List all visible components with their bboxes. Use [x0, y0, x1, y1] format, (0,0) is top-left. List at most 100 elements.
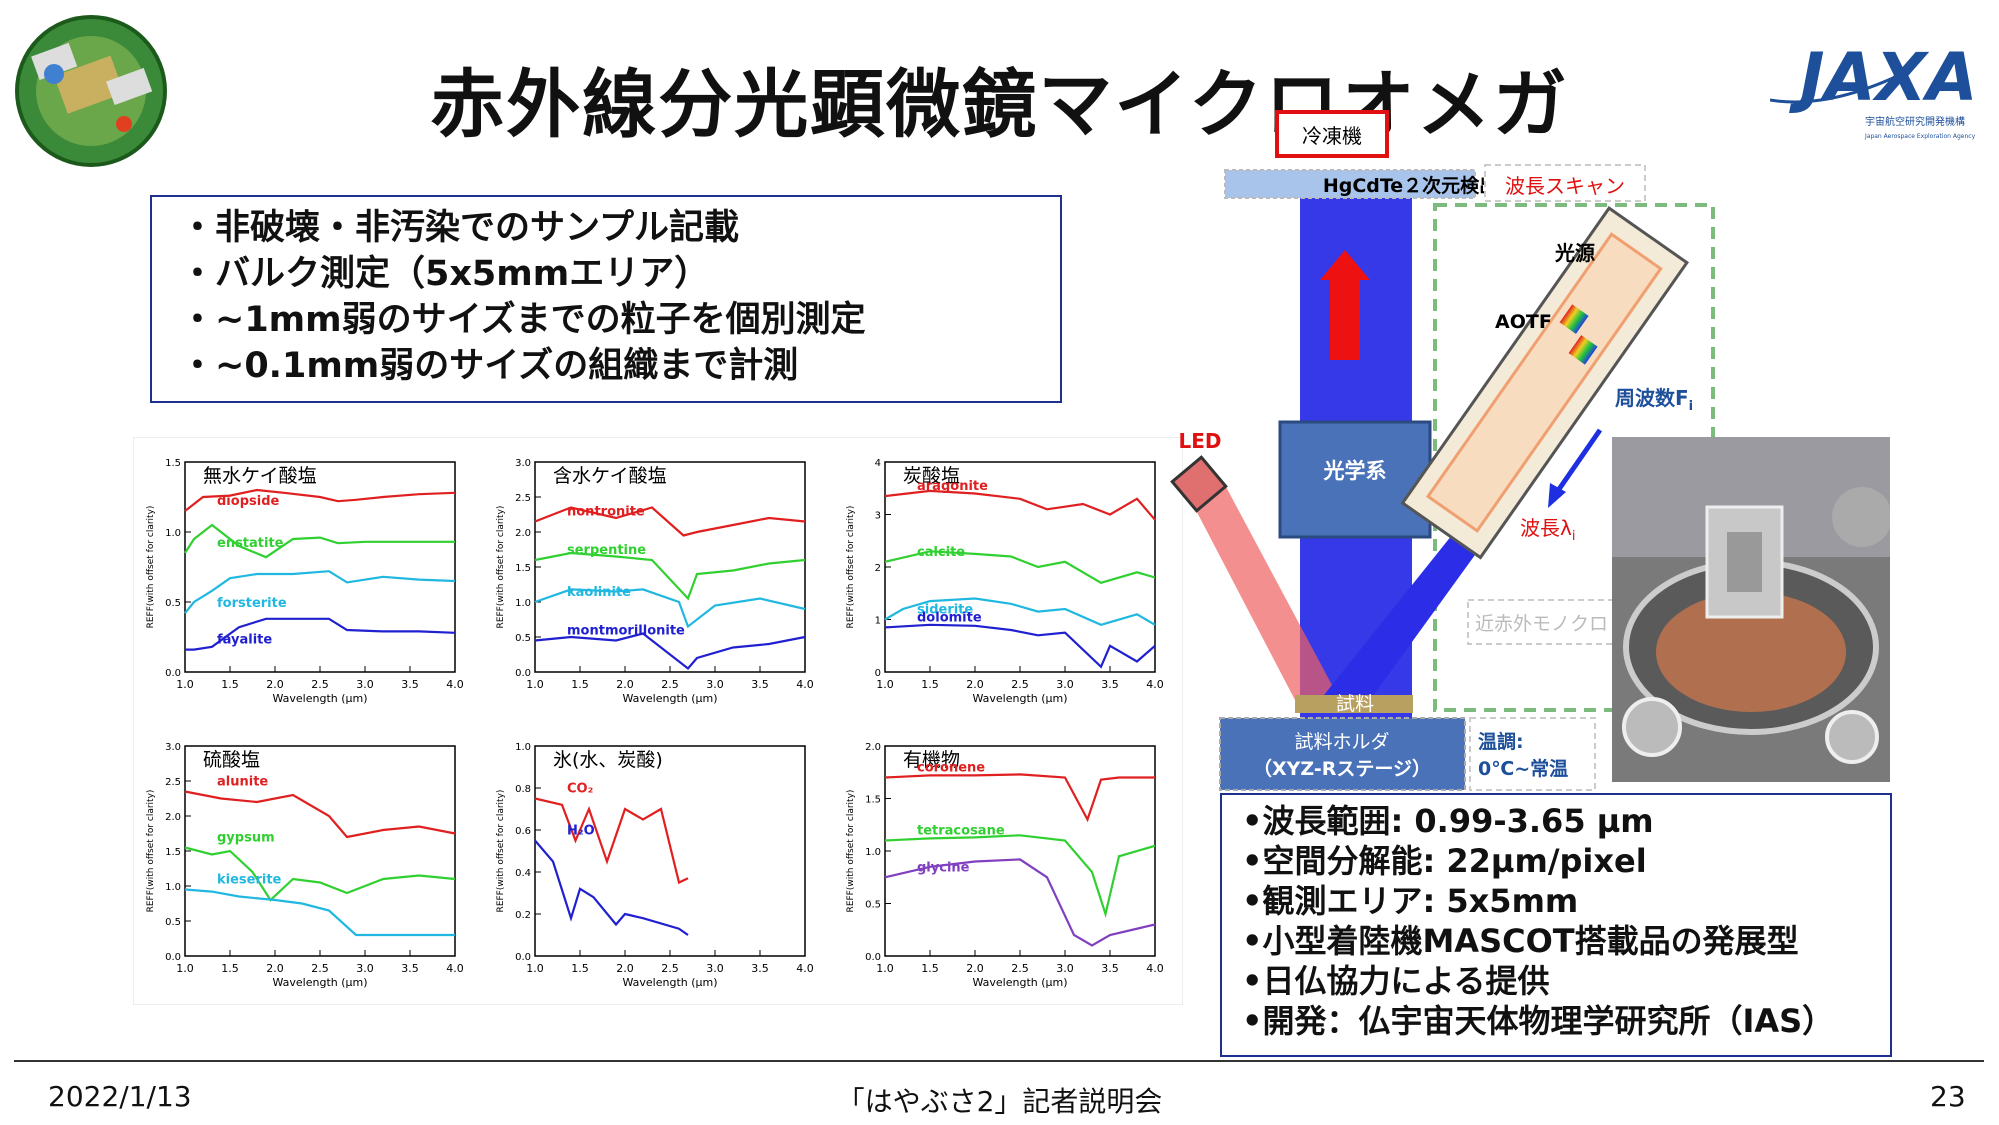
spec-item: •日仏協力による提供 — [1242, 962, 1550, 1000]
feature-item: ・~0.1mm弱のサイズの組織まで計測 — [180, 346, 799, 386]
series-line — [184, 570, 456, 614]
x-tick-label: 2.5 — [1011, 962, 1029, 975]
nir-mono-label: 近赤外モノクロ — [1475, 613, 1608, 635]
y-axis-label: REFF(with offset for clarity) — [496, 506, 506, 629]
series-line — [884, 834, 1156, 919]
optics-box — [1278, 420, 1432, 539]
y-tick-label: 2.0 — [515, 528, 531, 539]
y-tick-label: 0 — [875, 668, 881, 679]
x-tick-label: 2.0 — [616, 678, 634, 691]
y-tick-label: 2.0 — [865, 742, 881, 753]
specs-box: •波長範囲: 0.99-3.65 µm •空間分解能: 22µm/pixel •… — [1220, 793, 1892, 1057]
y-tick-label: 0.5 — [515, 633, 531, 644]
series-line — [884, 858, 1156, 947]
series-label: forsterite — [217, 596, 287, 611]
y-tick-label: 1.5 — [865, 795, 881, 806]
sample-label: 試料 — [1336, 693, 1374, 715]
x-tick-label: 3.0 — [1056, 962, 1074, 975]
series-label: serpentine — [567, 543, 646, 558]
x-tick-label: 2.5 — [311, 962, 329, 975]
y-tick-label: 2 — [875, 563, 881, 574]
x-axis-label: Wavelength (µm) — [972, 692, 1067, 705]
y-tick-label: 0.2 — [515, 910, 531, 921]
series-label: tetracosane — [917, 824, 1005, 839]
x-tick-label: 3.5 — [1101, 678, 1119, 691]
x-tick-label: 2.5 — [311, 678, 329, 691]
series-label: aragonite — [917, 479, 988, 494]
x-tick-label: 1.5 — [921, 678, 939, 691]
series-line — [884, 489, 1156, 521]
y-tick-label: 0.5 — [165, 917, 181, 928]
x-tick-label: 4.0 — [446, 962, 464, 975]
series-line — [184, 523, 455, 559]
series-line — [184, 790, 456, 839]
series-label: diopside — [217, 494, 279, 509]
spec-item: •小型着陸機MASCOT搭載品の発展型 — [1242, 922, 1799, 960]
y-tick-label: 4 — [875, 458, 881, 469]
y-tick-label: 1.5 — [165, 458, 181, 469]
y-tick-label: 1.0 — [165, 528, 181, 539]
y-tick-label: 1.5 — [515, 563, 531, 574]
wavelength-label: 波長λi — [1520, 516, 1575, 544]
x-tick-label: 1.5 — [221, 678, 239, 691]
y-tick-label: 2.5 — [165, 777, 181, 788]
series-line — [884, 623, 1156, 669]
series-label: kaolinite — [567, 585, 631, 600]
series-line — [534, 506, 806, 537]
y-tick-label: 0.5 — [865, 900, 881, 911]
x-tick-label: 3.5 — [401, 678, 419, 691]
chart-title: 硫酸塩 — [203, 749, 260, 771]
series-line — [185, 617, 456, 651]
page-number: 23 — [1930, 1080, 1966, 1113]
wavelength-scan-label: 波長スキャン — [1505, 174, 1625, 198]
y-tick-label: 1.0 — [515, 742, 531, 753]
optics-label: 光学系 — [1323, 459, 1387, 483]
chart-title: 有機物 — [903, 749, 960, 771]
x-tick-label: 3.0 — [706, 678, 724, 691]
series-label: kieserite — [217, 873, 282, 888]
x-tick-label: 1.0 — [876, 678, 894, 691]
series-line — [534, 797, 689, 885]
frequency-label: 周波数Fi — [1615, 386, 1693, 414]
x-tick-label: 2.0 — [966, 678, 984, 691]
x-axis-label: Wavelength (µm) — [272, 976, 367, 989]
series-line — [534, 588, 806, 629]
spec-item: •開発：仏宇宙天体物理学研究所（IAS） — [1242, 1002, 1835, 1040]
cooler-label: 冷凍機 — [1302, 124, 1362, 148]
y-tick-label: 2.0 — [165, 812, 181, 823]
temp-box — [1469, 717, 1596, 791]
x-axis-label: Wavelength (µm) — [622, 692, 717, 705]
x-tick-label: 3.0 — [356, 678, 374, 691]
chart-title: 氷(水、炭酸) — [553, 749, 663, 771]
x-tick-label: 4.0 — [446, 678, 464, 691]
x-axis-label: Wavelength (µm) — [622, 976, 717, 989]
chart-title: 炭酸塩 — [903, 465, 960, 487]
y-tick-label: 3.0 — [165, 742, 181, 753]
x-tick-label: 1.5 — [571, 678, 589, 691]
instrument-diagram: 冷凍機 HgCdTe２次元検出器 波長スキャン 光学系 LED 光源 AOTF — [1170, 110, 1760, 800]
sample-plate — [1295, 695, 1413, 713]
x-tick-label: 1.0 — [176, 962, 194, 975]
temp-label-1: 温調: — [1478, 730, 1524, 753]
y-tick-label: 0.5 — [165, 598, 181, 609]
x-tick-label: 2.5 — [661, 678, 679, 691]
series-label: dolomite — [917, 610, 982, 625]
sample-holder — [1219, 717, 1466, 791]
detector-box — [1224, 169, 1476, 199]
led-beam — [1188, 485, 1340, 700]
up-arrow-icon — [1320, 250, 1370, 360]
y-tick-label: 0.0 — [865, 952, 881, 963]
feature-item: ・~1mm弱のサイズまでの粒子を個別測定 — [180, 300, 866, 340]
y-axis-label: REFF(with offset for clarity) — [846, 506, 856, 629]
y-tick-label: 0.0 — [515, 668, 531, 679]
x-tick-label: 3.5 — [751, 962, 769, 975]
spectra-grid: 1.0 1.5 2.0 2.5 3.0 3.5 4.0 0.0 0.5 1.0 1.5 Wavelen… — [132, 436, 1184, 1006]
aotf-label: AOTF — [1495, 311, 1552, 333]
cooler-box — [1275, 110, 1389, 158]
svg-text:Japan Aerospace Exploration Ag: Japan Aerospace Exploration Agency — [1864, 133, 1976, 140]
x-tick-label: 4.0 — [796, 962, 814, 975]
y-tick-label: 0.6 — [515, 826, 531, 837]
x-tick-label: 2.5 — [1011, 678, 1029, 691]
detector-label: HgCdTe２次元検出器 — [1323, 174, 1518, 197]
x-tick-label: 1.0 — [876, 962, 894, 975]
